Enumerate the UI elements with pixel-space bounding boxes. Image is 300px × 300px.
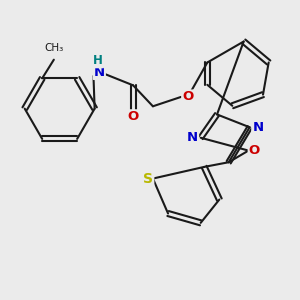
Text: N: N — [252, 121, 263, 134]
Text: CH₃: CH₃ — [44, 43, 64, 53]
Text: H: H — [93, 54, 103, 67]
Text: O: O — [182, 91, 194, 103]
Text: N: N — [94, 66, 105, 79]
Text: S: S — [143, 172, 153, 186]
Text: N: N — [187, 131, 198, 144]
Text: O: O — [128, 110, 139, 123]
Text: O: O — [249, 144, 260, 157]
